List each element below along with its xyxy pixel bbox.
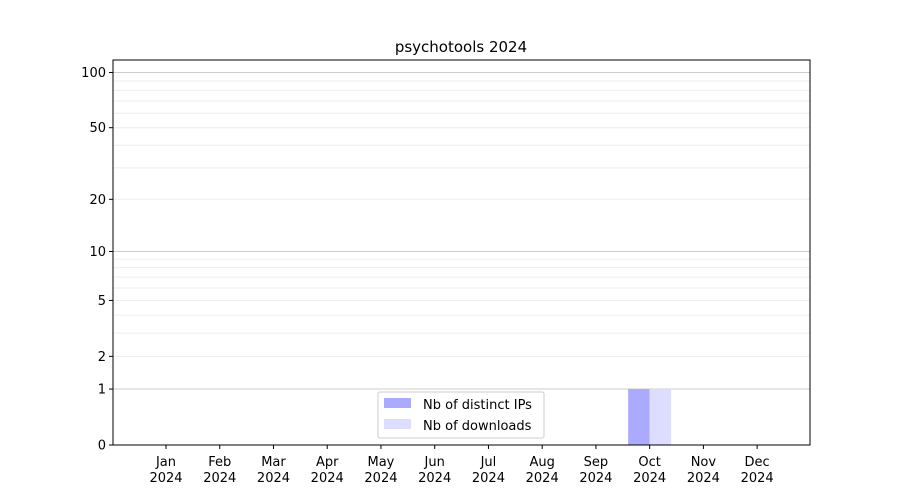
gridlines <box>113 72 810 390</box>
legend-label-distinct-ips: Nb of distinct IPs <box>423 398 532 413</box>
bars <box>628 389 672 445</box>
x-axis: Jan 2024 Feb 2024 Mar 2024 Apr 2024 May 2024 Jun 20… <box>149 445 774 486</box>
x-tick-label: Mar 2024 <box>257 455 290 486</box>
legend-swatch-distinct-ips <box>384 398 411 408</box>
y-tick-label: 50 <box>89 121 106 136</box>
x-tick-label: Dec 2024 <box>741 455 774 486</box>
x-tick-label: Oct 2024 <box>633 455 666 486</box>
y-axis: 0 1 2 5 10 20 50 100 <box>81 66 113 454</box>
y-tick-label: 5 <box>98 294 106 309</box>
x-tick-label: Jun 2024 <box>418 455 451 486</box>
x-tick-label: Jan 2024 <box>149 455 182 486</box>
legend-swatch-downloads <box>384 419 411 429</box>
plot-frame <box>112 59 811 446</box>
y-tick-label: 0 <box>98 439 106 454</box>
x-tick-label: Sep 2024 <box>579 455 612 486</box>
legend-box <box>377 391 545 439</box>
x-tick-label: Nov 2024 <box>687 455 720 486</box>
x-tick-label: Jul 2024 <box>472 455 505 486</box>
x-tick-label: Feb 2024 <box>203 455 236 486</box>
x-tick-label: Apr 2024 <box>311 455 344 486</box>
chart-title: psychotools 2024 <box>395 38 527 56</box>
bar-distinct-ips <box>628 389 650 445</box>
legend-label-downloads: Nb of downloads <box>423 419 532 434</box>
y-tick-label: 100 <box>81 66 106 81</box>
x-tick-label: May 2024 <box>364 455 397 486</box>
y-tick-label: 10 <box>89 245 106 260</box>
bar-downloads <box>649 389 672 445</box>
y-tick-label: 2 <box>98 350 106 365</box>
y-tick-label: 20 <box>89 193 106 208</box>
legend: Nb of distinct IPs Nb of downloads <box>377 391 545 439</box>
x-tick-label: Aug 2024 <box>526 455 559 486</box>
y-tick-label: 1 <box>98 383 106 398</box>
